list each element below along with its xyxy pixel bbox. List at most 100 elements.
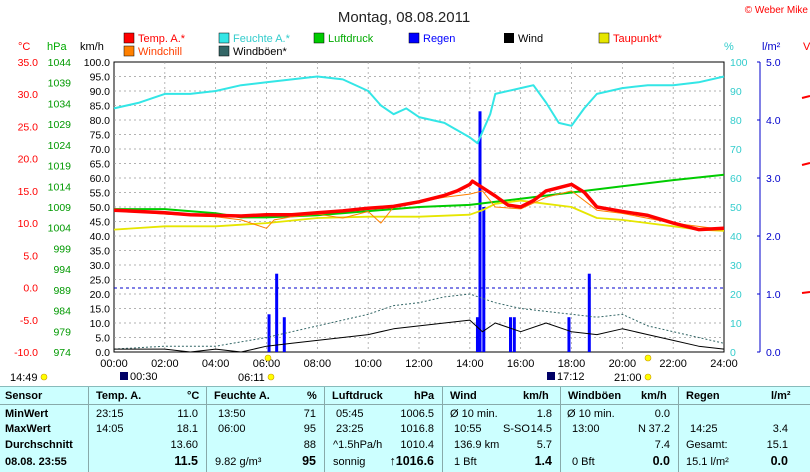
- wind-tick-label: 45.0: [90, 217, 111, 229]
- gust-avg10-value: 0.0: [654, 408, 670, 420]
- legend-label-dewpoint: Taupunkt*: [613, 33, 663, 45]
- x-tick-label: 22:00: [659, 358, 687, 370]
- moonset-icon: [547, 372, 555, 380]
- legend-swatch-dewpoint: [598, 32, 610, 44]
- temp-max-value: 18.1: [176, 423, 198, 435]
- pressure-tick-label: 1009: [48, 202, 72, 214]
- legend-swatch-gusts: [218, 45, 230, 57]
- rain-bar: [475, 317, 479, 352]
- rain-tick-label: 3.0: [766, 173, 781, 185]
- wind-max-time: 10:55: [454, 423, 482, 435]
- header-sensor: Sensor: [5, 390, 43, 402]
- axis-labels: 100.095.090.085.080.075.070.065.060.055.…: [14, 57, 781, 370]
- unit-pressure: hPa: [47, 41, 67, 53]
- sun-icon: [264, 354, 272, 362]
- press-forecast: sonnig: [333, 456, 366, 468]
- rain-current-total: 15.1 l/m²: [686, 456, 729, 468]
- pressure-tick-label: 1044: [48, 57, 72, 69]
- header-pressure-unit: hPa: [414, 390, 435, 402]
- pressure-tick-label: 1014: [48, 181, 72, 193]
- header-temp-unit: °C: [187, 390, 200, 402]
- temp-avg-value: 13.60: [170, 439, 198, 451]
- pressure-tick-label: 994: [53, 264, 71, 276]
- row-label-max: MaxWert: [5, 423, 51, 435]
- series-line-windb-en: [113, 293, 725, 350]
- header-wind-unit: km/h: [523, 390, 549, 402]
- press-max-value: 1016.8: [400, 423, 434, 435]
- temp-tick-label: 10.0: [18, 218, 39, 230]
- rain-tick-label: 1.0: [766, 289, 781, 301]
- x-tick-label: 20:00: [609, 358, 637, 370]
- wind-tick-label: 70.0: [90, 144, 111, 156]
- humidity-tick-label: 100: [730, 57, 748, 69]
- header-gusts-unit: km/h: [641, 390, 667, 402]
- rain-bar: [482, 207, 486, 352]
- x-tick-label: 02:00: [151, 358, 179, 370]
- legend-label-wind: Wind: [518, 33, 543, 45]
- wind-tick-label: 60.0: [90, 173, 111, 185]
- header-rain-unit: l/m²: [771, 390, 791, 402]
- wind-tick-label: 75.0: [90, 130, 111, 142]
- gust-avg-value: 7.4: [654, 439, 670, 451]
- wind-tick-label: 0.0: [95, 347, 110, 359]
- header-gusts: Windböen: [568, 390, 622, 402]
- rain-tick-label: 5.0: [766, 57, 781, 69]
- x-tick-label: 00:00: [100, 358, 128, 370]
- gust-avg10-label: Ø 10 min.: [567, 408, 615, 420]
- rain-total-label: Gesamt:: [686, 439, 728, 451]
- humidity-tick-label: 0: [730, 347, 736, 359]
- wind-tick-label: 55.0: [90, 188, 111, 200]
- header-humidity-unit: %: [307, 390, 317, 402]
- rain-bar: [509, 317, 512, 352]
- wind-tick-label: 20.0: [90, 289, 111, 301]
- rain-bar: [512, 317, 516, 352]
- gust-bft: 0 Bft: [572, 456, 595, 468]
- pressure-tick-label: 979: [53, 326, 71, 338]
- weather-chart: Montag, 08.08.2011 © Weber Mike °C hPa k…: [10, 5, 810, 384]
- legend-label-gusts: Windböen*: [233, 46, 288, 58]
- rain-bar: [282, 317, 286, 352]
- series-line-taupunkt: [113, 199, 725, 232]
- wind-tick-label: 85.0: [90, 101, 111, 113]
- pressure-tick-label: 999: [53, 243, 71, 255]
- moonset-label: 17:12: [557, 371, 585, 383]
- now-label: 14:49: [10, 372, 38, 384]
- wind-tick-label: 100.0: [84, 57, 110, 69]
- wind-tick-label: 15.0: [90, 304, 111, 316]
- sunset-small-icon: [644, 373, 652, 381]
- temp-tick-label: 35.0: [18, 57, 39, 69]
- unit-humidity: %: [724, 41, 734, 53]
- pressure-tick-label: 1029: [48, 119, 72, 131]
- header-humidity: Feuchte A.: [214, 390, 270, 402]
- hum-min-time: 13:50: [218, 408, 246, 420]
- row-label-current: 08.08. 23:55: [5, 456, 67, 468]
- x-tick-label: 12:00: [405, 358, 433, 370]
- temp-min-value: 11.0: [177, 408, 198, 420]
- chart-marks: [113, 75, 725, 353]
- legend-swatch-pressure: [313, 32, 325, 44]
- sunset-label: 21:00: [614, 372, 642, 384]
- press-trend-label: ^1.5hPa/h: [333, 439, 383, 451]
- rain-tick-label: 2.0: [766, 231, 781, 243]
- pressure-tick-label: 1019: [48, 161, 72, 173]
- wind-tick-label: 50.0: [90, 202, 111, 214]
- hum-avg-value: 88: [303, 439, 316, 451]
- legend-label-temp: Temp. A.*: [138, 33, 186, 45]
- legend-swatch-temp: [123, 32, 135, 44]
- wind-tick-label: 30.0: [90, 260, 111, 272]
- humidity-tick-label: 80: [730, 115, 742, 127]
- wind-tick-label: 5.0: [95, 333, 110, 345]
- humidity-tick-label: 60: [730, 173, 742, 185]
- rain-bar: [567, 317, 571, 352]
- hum-current-value: 95: [302, 454, 316, 468]
- temp-tick-label: 25.0: [18, 121, 39, 133]
- press-min-time: 05:45: [336, 408, 364, 420]
- temp-tick-label: 5.0: [23, 250, 38, 262]
- wind-avg10-value: 1.8: [536, 408, 552, 420]
- wind-tick-label: 95.0: [90, 72, 111, 84]
- temp-tick-label: 20.0: [18, 154, 39, 166]
- header-pressure: Luftdruck: [332, 390, 383, 402]
- temp-tick-label: -5.0: [20, 315, 38, 327]
- humidity-tick-label: 20: [730, 289, 742, 301]
- gust-current-value: 0.0: [652, 454, 670, 468]
